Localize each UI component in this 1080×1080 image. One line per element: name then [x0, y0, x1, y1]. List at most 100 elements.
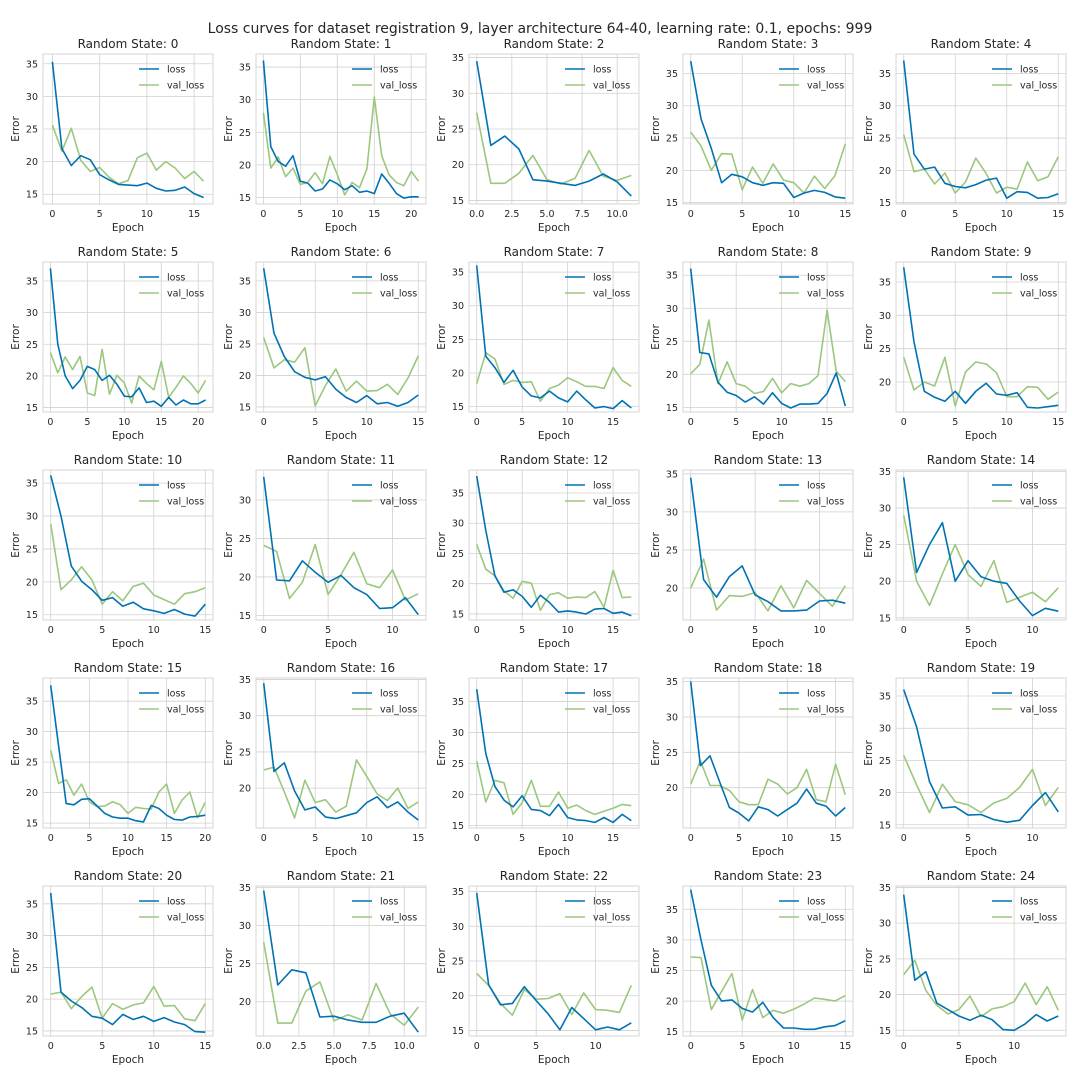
x-tick-label: 5: [84, 417, 90, 428]
y-tick-label: 30: [879, 919, 891, 930]
y-tick-label: 15: [666, 1027, 678, 1038]
legend-label-loss: loss: [593, 897, 611, 908]
y-tick-label: 35: [452, 887, 464, 898]
x-tick-label: 15: [161, 833, 173, 844]
x-axis-label: Epoch: [325, 1054, 357, 1066]
subplot: 15 20 25 30 35 0 5 10 15 Random State: 17 Epoch Err…: [436, 661, 640, 858]
legend-label-loss: loss: [380, 481, 398, 492]
y-tick-label: 20: [452, 790, 464, 801]
y-tick-label: 30: [26, 931, 38, 942]
legend-label-val_loss: val_loss: [380, 289, 417, 300]
y-axis-label: Error: [10, 324, 22, 350]
y-tick-label: 20: [452, 579, 464, 590]
y-tick-label: 15: [879, 1026, 891, 1037]
legend-label-val_loss: val_loss: [1020, 81, 1057, 92]
loss-line: [262, 60, 419, 199]
legend: loss val_loss: [992, 273, 1057, 300]
y-tick-label: 15: [239, 193, 251, 204]
x-tick-label: 10: [788, 1041, 800, 1052]
y-tick-label: 30: [239, 496, 251, 507]
legend-label-val_loss: val_loss: [1020, 497, 1057, 508]
subplot: 15 20 25 30 35 0 5 10 Random State: 22 Epoch Error…: [436, 869, 640, 1066]
x-axis-label: Epoch: [965, 846, 997, 858]
y-tick-label: 35: [26, 899, 38, 910]
x-tick-label: 0: [261, 417, 267, 428]
x-tick-label: 5: [736, 833, 742, 844]
legend-label-loss: loss: [1020, 273, 1038, 284]
y-tick-label: 30: [666, 101, 678, 112]
y-axis-label: Error: [10, 532, 22, 558]
x-tick-label: 15: [607, 833, 619, 844]
y-tick-label: 20: [879, 990, 891, 1001]
legend: loss val_loss: [352, 689, 417, 716]
val_loss-line: [475, 760, 632, 816]
x-axis-label: Epoch: [538, 1054, 570, 1066]
y-tick-label: 25: [239, 747, 251, 758]
y-tick-label: 35: [239, 883, 251, 894]
x-tick-label: 2.5: [504, 209, 519, 220]
x-axis-label: Epoch: [752, 430, 784, 442]
y-tick-label: 25: [26, 125, 38, 136]
y-axis-label: Error: [650, 324, 662, 350]
subplot: 15 20 25 30 35 0 5 10 15 Random State: 7 Epoch Erro…: [436, 245, 640, 442]
subplot-title: Random State: 3: [718, 37, 819, 51]
x-axis-label: Epoch: [112, 638, 144, 650]
y-tick-label: 20: [26, 788, 38, 799]
y-tick-label: 30: [452, 519, 464, 530]
y-tick-label: 20: [239, 160, 251, 171]
x-tick-label: 10: [562, 625, 574, 636]
x-tick-label: 10: [122, 833, 134, 844]
x-axis-label: Epoch: [112, 1054, 144, 1066]
figure-title: Loss curves for dataset registration 9, …: [208, 21, 873, 37]
x-tick-label: 10: [562, 417, 574, 428]
x-tick-label: 0: [260, 209, 266, 220]
x-tick-label: 0: [688, 1041, 694, 1052]
x-tick-label: 5: [519, 417, 525, 428]
y-tick-label: 35: [452, 268, 464, 279]
y-tick-label: 20: [666, 997, 678, 1008]
legend-label-loss: loss: [807, 481, 825, 492]
legend-label-val_loss: val_loss: [593, 497, 630, 508]
y-tick-label: 35: [26, 479, 38, 490]
val_loss-line: [902, 515, 1059, 607]
y-tick-label: 35: [26, 276, 38, 287]
loss-line: [49, 892, 206, 1033]
val_loss-line: [263, 543, 419, 601]
x-tick-label: 0.0: [469, 209, 484, 220]
y-tick-label: 30: [239, 308, 251, 319]
x-tick-label: 15: [368, 209, 380, 220]
legend-label-loss: loss: [380, 897, 398, 908]
y-tick-label: 35: [879, 278, 891, 289]
x-tick-label: 15: [830, 833, 842, 844]
y-tick-label: 20: [666, 584, 678, 595]
y-tick-label: 35: [666, 271, 678, 282]
subplot: 20 25 30 35 0 5 10 Random State: 13 Epoch Error lo…: [650, 453, 854, 650]
legend-label-val_loss: val_loss: [807, 289, 844, 300]
legend-label-val_loss: val_loss: [807, 913, 844, 924]
x-axis-label: Epoch: [112, 430, 144, 442]
x-tick-label: 5: [533, 1041, 539, 1052]
y-tick-label: 35: [879, 467, 891, 478]
legend: loss val_loss: [992, 689, 1057, 716]
x-tick-label: 5: [519, 625, 525, 636]
x-tick-label: 5: [952, 209, 958, 220]
loss-line: [475, 60, 632, 197]
subplot-title: Random State: 9: [931, 245, 1032, 259]
x-tick-label: 0: [474, 833, 480, 844]
legend-label-loss: loss: [380, 689, 398, 700]
x-axis-label: Epoch: [112, 846, 144, 858]
plot-frame: [255, 677, 427, 829]
y-tick-label: 25: [452, 335, 464, 346]
x-tick-label: 15: [607, 625, 619, 636]
y-tick-label: 30: [452, 922, 464, 933]
x-tick-label: 5: [312, 833, 318, 844]
y-tick-label: 15: [239, 402, 251, 413]
legend-label-loss: loss: [1020, 481, 1038, 492]
plot-frame: [255, 469, 427, 621]
legend: loss val_loss: [139, 689, 204, 716]
x-axis-label: Epoch: [965, 1054, 997, 1066]
x-axis-label: Epoch: [965, 430, 997, 442]
y-tick-label: 15: [879, 613, 891, 624]
loss-line: [262, 683, 419, 821]
